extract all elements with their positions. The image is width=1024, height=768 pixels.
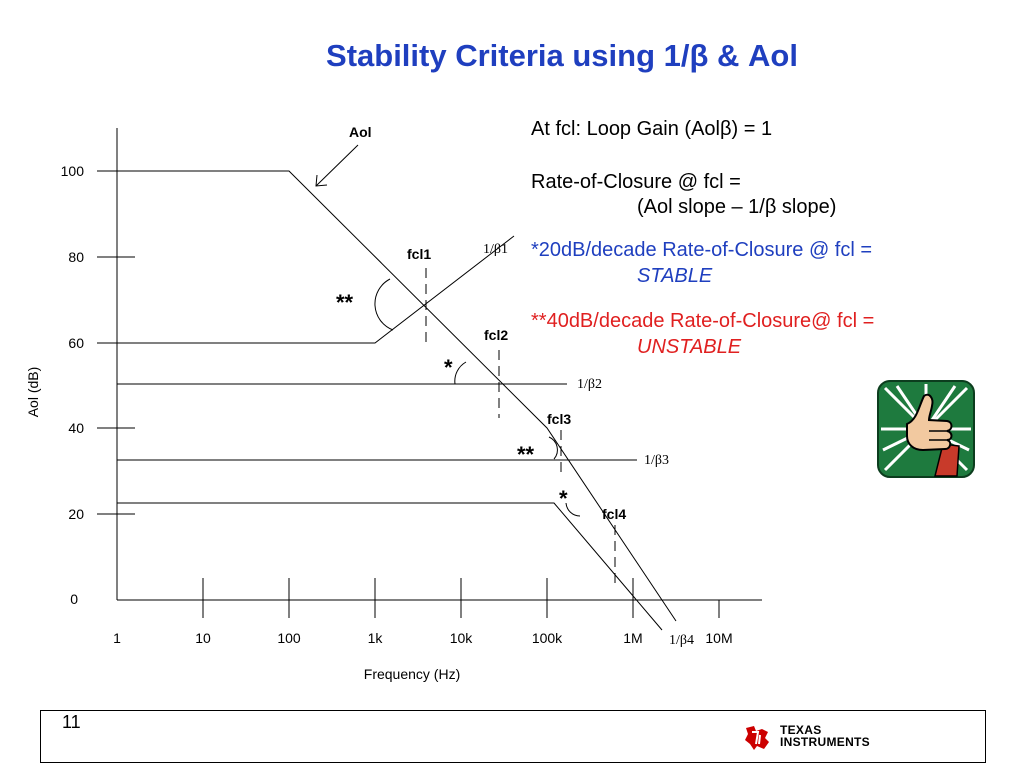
y-tick-label: 80: [68, 249, 84, 265]
brand-name: TEXAS INSTRUMENTS: [780, 724, 870, 748]
loop-gain-note: At fcl: Loop Gain (Aolβ) = 1: [531, 118, 773, 140]
closure-arc-fcl1: [374, 278, 394, 331]
x-tick-marks: [202, 578, 720, 618]
y-tick-label: 20: [68, 506, 84, 522]
thumbs-up-icon: [877, 380, 975, 478]
aol-label: Aol: [349, 124, 372, 140]
y-tick-label: 0: [70, 591, 78, 607]
unstable-criterion: **40dB/decade Rate-of-Closure@ fcl =: [531, 310, 875, 332]
rate-of-closure-formula: (Aol slope – 1/β slope): [637, 196, 837, 218]
aol-arrow: [315, 144, 359, 187]
beta1-label: 1/β1: [483, 242, 508, 257]
footer-bar: [40, 710, 986, 763]
beta4-curve: [117, 502, 663, 631]
x-axis-label: Frequency (Hz): [364, 666, 460, 682]
x-tick-label: 100k: [532, 630, 563, 646]
x-tick-label: 1: [113, 630, 121, 646]
beta4-label: 1/β4: [669, 633, 694, 648]
brand-line-2: INSTRUMENTS: [780, 735, 870, 749]
aol-arrowhead: [315, 174, 328, 187]
x-tick-label: 10M: [705, 630, 732, 646]
beta2-label: 1/β2: [577, 377, 602, 392]
fcl2-label: fcl2: [484, 327, 508, 343]
closure-arc-fcl3: [548, 436, 558, 460]
texas-instruments-logo: [745, 726, 769, 750]
stable-criterion: *20dB/decade Rate-of-Closure @ fcl =: [531, 239, 873, 261]
x-tick-label: 1k: [368, 630, 384, 646]
unstable-result: UNSTABLE: [637, 336, 742, 358]
page-number: 11: [62, 712, 81, 732]
single-star-mark: *: [559, 486, 568, 511]
y-tick-label: 60: [68, 335, 84, 351]
x-tick-label: 10: [195, 630, 211, 646]
page-title: Stability Criteria using 1/β & Aol: [326, 38, 798, 73]
fcl4-label: fcl4: [602, 506, 626, 522]
closure-arc-fcl4: [565, 502, 581, 517]
x-tick-label: 100: [277, 630, 301, 646]
stable-result: STABLE: [637, 265, 713, 287]
closure-arc-fcl2: [454, 361, 467, 385]
aol-curve: [117, 170, 677, 622]
y-tick-label: 100: [61, 163, 85, 179]
rate-of-closure-note: Rate-of-Closure @ fcl =: [531, 171, 741, 193]
beta1-curve: [117, 235, 515, 344]
beta3-label: 1/β3: [644, 453, 669, 468]
y-tick-label: 40: [68, 420, 84, 436]
y-axis-label: Aol (dB): [25, 367, 41, 418]
x-tick-label: 10k: [450, 630, 474, 646]
brand-line-1: TEXAS: [780, 723, 822, 737]
fcl3-label: fcl3: [547, 411, 571, 427]
x-tick-label: 1M: [623, 630, 642, 646]
double-star-mark: **: [336, 290, 354, 315]
fcl1-label: fcl1: [407, 246, 431, 262]
double-star-mark: **: [517, 442, 535, 467]
single-star-mark: *: [444, 355, 453, 380]
